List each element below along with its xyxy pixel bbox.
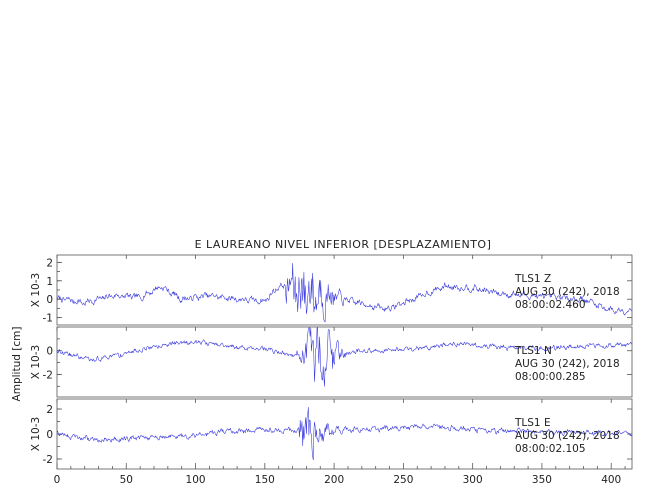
- x-tick-label: 150: [255, 474, 275, 486]
- y-tick-label: 1: [46, 276, 53, 288]
- x-tick-label: 350: [532, 474, 552, 486]
- scale-label: X 10-3: [30, 345, 42, 379]
- trace-annotation-line: 08:00:02.460: [515, 299, 586, 311]
- scale-label: X 10-3: [30, 273, 42, 307]
- x-tick-label: 0: [54, 474, 61, 486]
- y-tick-label: -1: [43, 313, 53, 325]
- x-tick-label: 100: [186, 474, 206, 486]
- x-tick-label: 50: [120, 474, 133, 486]
- scale-label: X 10-3: [30, 417, 42, 451]
- x-tick-label: 200: [324, 474, 344, 486]
- trace-annotation-line: AUG 30 (242), 2018: [515, 430, 620, 442]
- x-tick-label: 400: [601, 474, 621, 486]
- trace-annotation-line: AUG 30 (242), 2018: [515, 286, 620, 298]
- x-tick-label: 250: [393, 474, 413, 486]
- y-tick-label: 2: [46, 257, 53, 269]
- trace-annotation-line: TLS1 N: [514, 345, 552, 357]
- trace-annotation-line: 08:00:00.285: [515, 371, 586, 383]
- y-tick-label: 2: [46, 404, 53, 416]
- panel-frame: [56, 326, 633, 398]
- y-tick-label: 0: [46, 346, 53, 358]
- trace-annotation-line: TLS1 Z: [514, 273, 551, 285]
- trace-n: [56, 327, 633, 387]
- y-tick-label: 0: [46, 294, 53, 306]
- trace-annotation-line: TLS1 E: [514, 417, 551, 429]
- y-axis-label: Amplitud [cm]: [11, 327, 23, 402]
- trace-z: [56, 263, 633, 323]
- trace-annotation-line: 08:00:02.105: [515, 443, 586, 455]
- trace-annotation-line: AUG 30 (242), 2018: [515, 358, 620, 370]
- x-axis: 0 50 100 150 200 250 300 350 400: [54, 255, 626, 486]
- y-tick-label: -2: [43, 369, 53, 381]
- trace-e: [56, 407, 633, 461]
- x-tick-label: 300: [463, 474, 483, 486]
- y-tick-label: -2: [43, 454, 53, 466]
- y-tick-label: 0: [46, 429, 53, 441]
- chart-title: E LAUREANO NIVEL INFERIOR [DESPLAZAMIENT…: [195, 238, 492, 251]
